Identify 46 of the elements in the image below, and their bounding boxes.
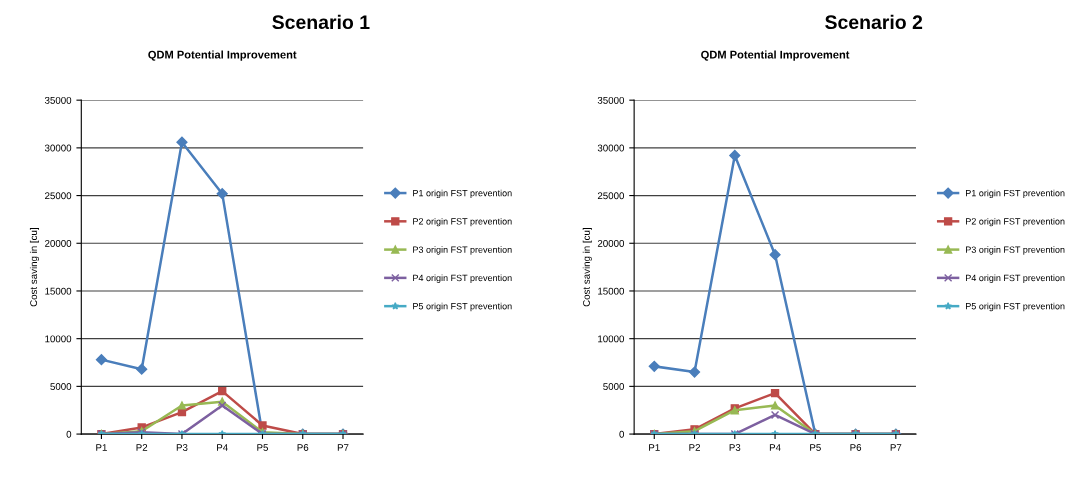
y-tick-label: 30000 <box>597 144 625 152</box>
chart-title: Scenario 2 <box>825 14 923 30</box>
y-tick-label: 15000 <box>45 287 72 295</box>
x-tick-label: P4 <box>769 444 781 451</box>
y-tick-label: 35000 <box>597 96 625 104</box>
legend-label: P4 origin FST prevention <box>966 274 1065 283</box>
legend-label: P3 origin FST prevention <box>966 246 1065 255</box>
y-tick-label: 10000 <box>45 335 72 343</box>
x-tick-label: P1 <box>649 444 660 451</box>
y-tick-label: 10000 <box>598 335 625 343</box>
x-tick-label: P7 <box>337 444 349 451</box>
x-tick-label: P3 <box>729 444 741 451</box>
x-tick-label: P6 <box>850 444 862 451</box>
legend-label: P5 origin FST prevention <box>413 302 512 312</box>
legend-label: P4 origin FST prevention <box>413 274 512 283</box>
y-tick-label: 25000 <box>45 192 72 200</box>
chart-title: Scenario 1 <box>272 14 370 30</box>
x-tick-label: P3 <box>176 444 188 451</box>
legend-label: P2 origin FST prevention <box>413 217 512 227</box>
x-tick-label: P7 <box>890 444 902 451</box>
y-tick-label: 0 <box>619 430 625 438</box>
chart-subtitle: QDM Potential Improvement <box>148 50 297 61</box>
legend-label: P5 origin FST prevention <box>966 302 1065 312</box>
legend-label: P3 origin FST prevention <box>413 246 512 255</box>
y-tick-label: 15000 <box>598 287 625 295</box>
x-tick-label: P2 <box>136 444 148 451</box>
y-tick-label: 35000 <box>44 96 72 104</box>
x-tick-label: P2 <box>689 444 700 451</box>
legend-label: P1 origin FST prevention <box>413 189 512 199</box>
y-axis-title: Cost saving in [cu] <box>582 228 592 307</box>
y-tick-label: 20000 <box>597 240 625 247</box>
y-axis-title: Cost saving in [cu] <box>29 228 39 307</box>
x-tick-label: P5 <box>257 444 269 451</box>
x-tick-label: P1 <box>96 444 107 451</box>
legend-label: P1 origin FST prevention <box>966 189 1065 199</box>
x-tick-label: P6 <box>297 444 309 451</box>
y-tick-label: 25000 <box>597 192 625 200</box>
x-tick-label: P5 <box>810 444 821 451</box>
chart-subtitle: QDM Potential Improvement <box>701 50 850 61</box>
x-tick-label: P4 <box>217 444 228 451</box>
y-tick-label: 0 <box>66 430 72 438</box>
y-tick-label: 5000 <box>603 383 625 390</box>
y-tick-label: 20000 <box>45 240 72 247</box>
y-tick-label: 5000 <box>50 383 72 390</box>
legend-label: P2 origin FST prevention <box>966 217 1065 227</box>
y-tick-label: 30000 <box>44 144 72 152</box>
